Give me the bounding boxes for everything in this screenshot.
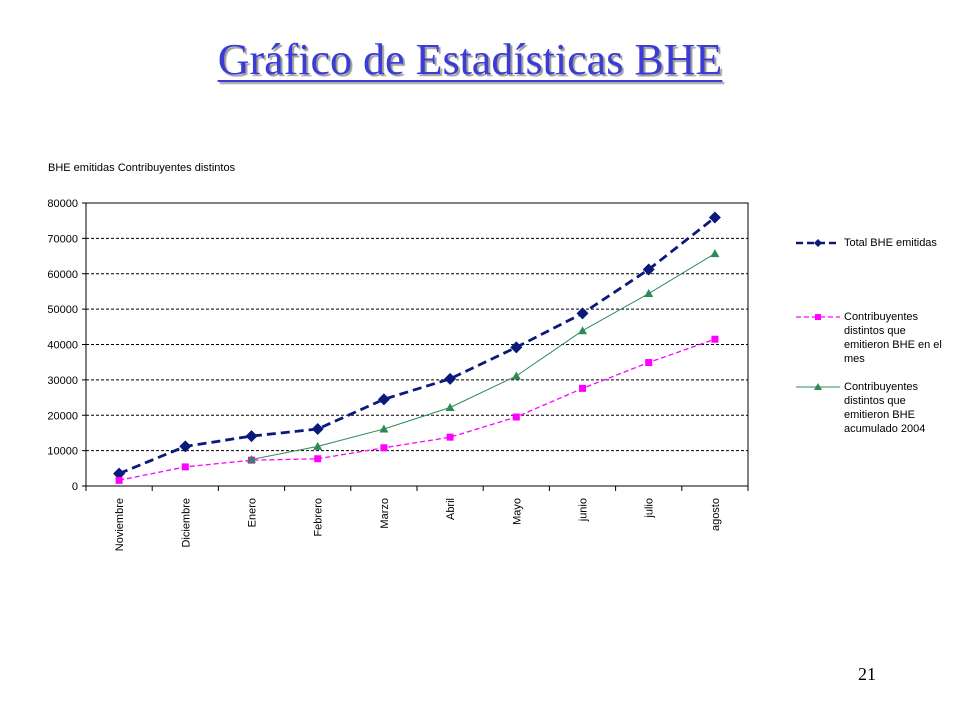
y-tick-label: 20000: [47, 410, 78, 422]
x-tick-label: Febrero: [313, 498, 325, 537]
data-point-3: [644, 289, 654, 298]
data-point-1: [576, 307, 589, 320]
data-point-2: [645, 359, 653, 367]
x-tick-label: Marzo: [379, 498, 391, 529]
data-point-2: [512, 413, 520, 421]
x-tick-label: Diciembre: [180, 498, 192, 548]
x-tick-label: Abril: [445, 498, 457, 520]
legend-swatch-contribuyentes-acumulado: [796, 383, 840, 390]
data-point-2: [181, 463, 189, 471]
data-point-3: [578, 326, 587, 335]
data-point-1: [642, 263, 655, 276]
x-tick-label: julio: [644, 498, 656, 519]
y-tick-label: 40000: [47, 340, 78, 352]
data-point-1: [510, 341, 523, 354]
data-point-1: [311, 423, 324, 436]
data-point-1: [708, 211, 721, 224]
y-tick-label: 80000: [47, 198, 78, 210]
slide-title: Gráfico de Estadísticas BHE: [217, 35, 723, 84]
data-point-1: [377, 393, 390, 406]
data-point-1: [179, 440, 192, 453]
data-point-3: [247, 454, 256, 463]
data-point-3: [379, 424, 389, 433]
data-point-1: [245, 430, 258, 443]
x-tick-label: junio: [578, 498, 590, 522]
series-line-2: [118, 338, 716, 481]
page-number: 21: [858, 664, 876, 684]
y-tick-label: 30000: [47, 375, 78, 387]
y-tick-label: 70000: [47, 233, 78, 245]
y-tick-label: 0: [72, 481, 78, 493]
y-tick-label: 50000: [47, 304, 78, 316]
legend-swatch-contribuyentes-mes: [796, 314, 840, 320]
data-point-3: [313, 441, 323, 450]
data-point-2: [115, 476, 123, 484]
x-tick-label: Enero: [247, 498, 259, 527]
legend-swatch-total-bhe: [796, 239, 840, 247]
data-point-1: [113, 467, 126, 480]
data-point-2: [579, 384, 586, 392]
y-tick-label: 10000: [47, 446, 78, 458]
y-tick-label: 60000: [47, 269, 78, 281]
x-tick-label: agosto: [710, 498, 722, 531]
x-tick-label: Mayo: [511, 498, 523, 525]
data-point-3: [710, 249, 720, 258]
data-point-3: [445, 402, 455, 411]
data-point-2: [314, 455, 322, 463]
data-point-1: [444, 372, 457, 385]
data-point-2: [711, 335, 719, 343]
data-point-2: [446, 433, 454, 441]
data-point-3: [511, 371, 521, 380]
legend-label-contribuyentes-mes: Contribuyentes distintos que emitieron B…: [844, 311, 942, 365]
series-line-3: [251, 253, 716, 460]
chart-y-axis-label: BHE emitidas Contribuyentes distintos: [48, 162, 236, 174]
data-point-2: [380, 444, 388, 452]
legend-label-contribuyentes-acumulado: Contribuyentes distintos que emitieron B…: [844, 381, 926, 435]
x-tick-label: Noviembre: [114, 498, 126, 551]
legend-label-total-bhe: Total BHE emitidas: [844, 237, 937, 249]
series-line-1: [118, 216, 716, 475]
